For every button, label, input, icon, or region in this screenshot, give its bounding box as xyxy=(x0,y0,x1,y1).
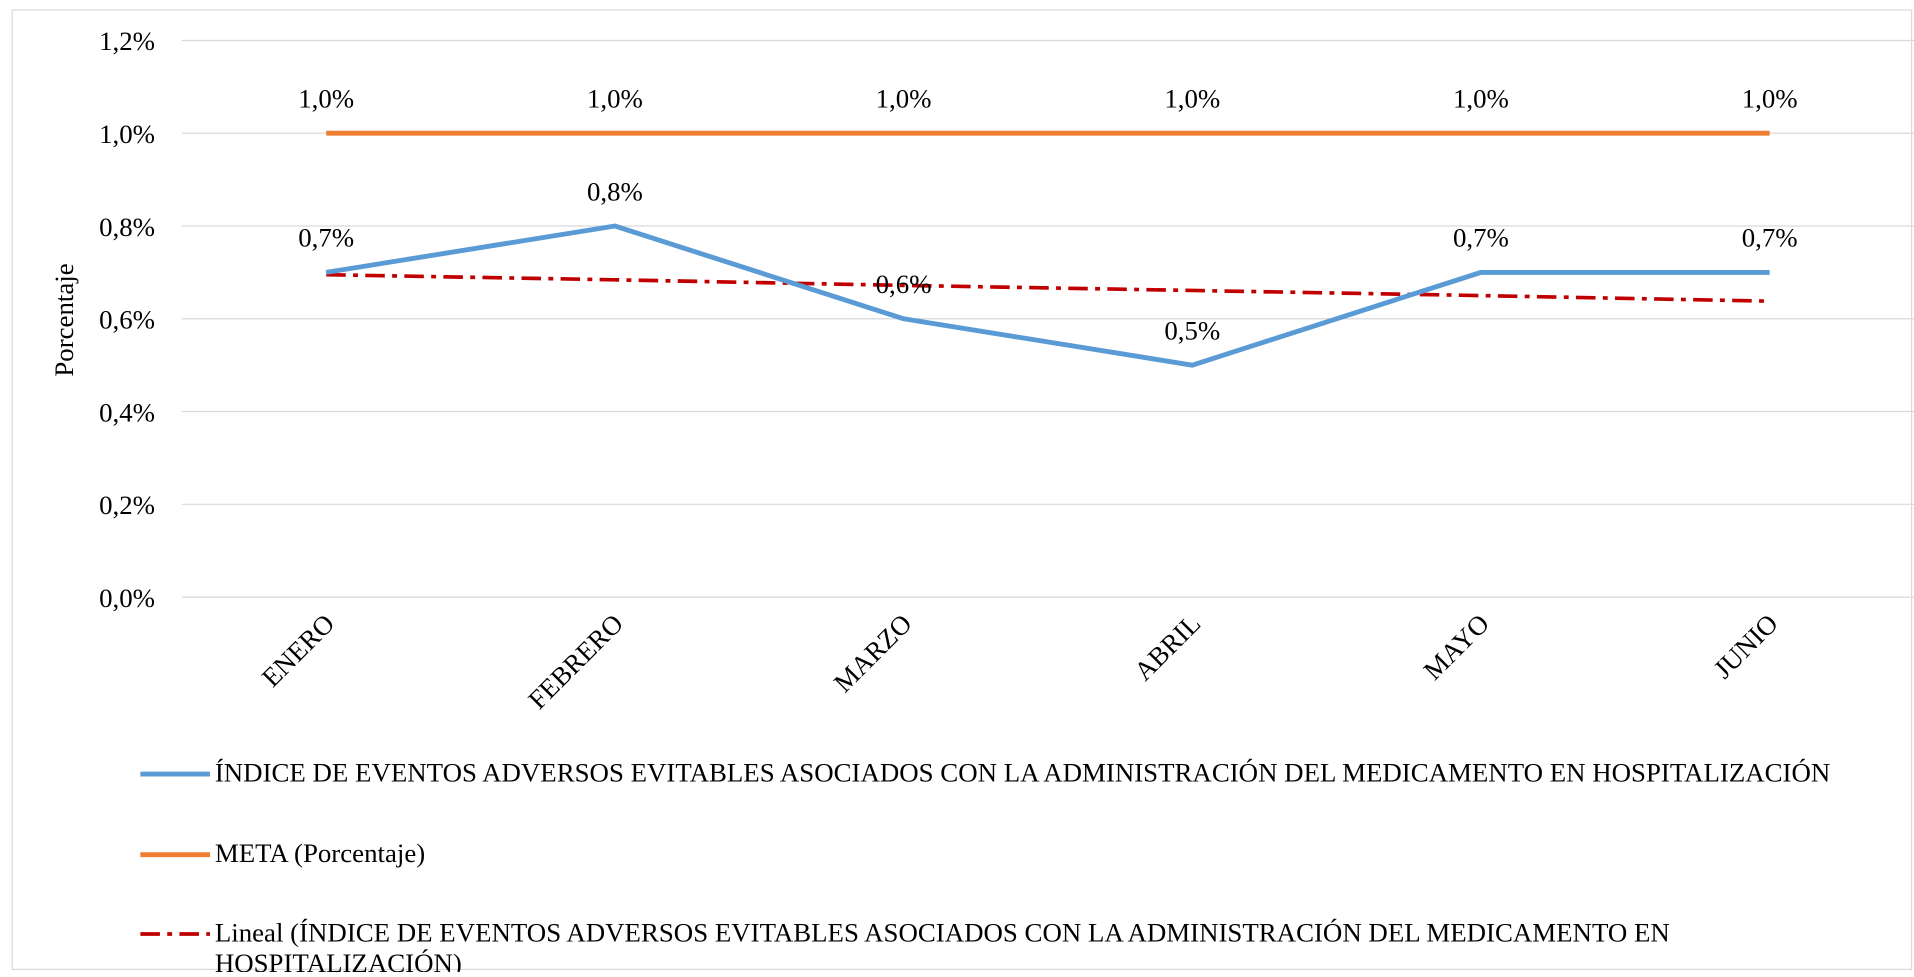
legend-entry: Lineal (ÍNDICE DE EVENTOS ADVERSOS EVITA… xyxy=(214,916,1670,977)
data-label: 0,7% xyxy=(1453,223,1509,253)
data-label: 1,0% xyxy=(876,84,932,114)
data-label: 0,6% xyxy=(876,269,932,299)
legend-label: META (Porcentaje) xyxy=(214,837,426,869)
x-tick-label: FEBRERO xyxy=(522,608,629,715)
legend-entry: META (Porcentaje) xyxy=(214,837,426,869)
data-label: 0,5% xyxy=(1164,316,1220,346)
data-label: 0,7% xyxy=(298,223,354,253)
y-tick-label: 1,2% xyxy=(99,26,155,56)
data-label: 1,0% xyxy=(1453,84,1509,114)
data-label: 0,7% xyxy=(1742,223,1798,253)
x-tick-label: JUNIO xyxy=(1708,608,1784,684)
series-line xyxy=(326,272,1770,303)
x-tick-label: MAYO xyxy=(1418,608,1495,685)
legend-label: Lineal (ÍNDICE DE EVENTOS ADVERSOS EVITA… xyxy=(214,916,1670,977)
chart-border xyxy=(11,9,1913,970)
y-tick-label: 0,0% xyxy=(99,583,155,613)
y-axis-label: Porcentaje xyxy=(49,263,79,376)
x-tick-label: MARZO xyxy=(828,608,918,698)
y-tick-label: 1,0% xyxy=(99,119,155,149)
legend-label: ÍNDICE DE EVENTOS ADVERSOS EVITABLES ASO… xyxy=(214,756,1831,788)
data-label: 0,8% xyxy=(587,176,643,206)
series-line xyxy=(325,223,1770,368)
data-label: 1,0% xyxy=(1742,84,1798,114)
data-label: 1,0% xyxy=(1164,84,1220,114)
y-tick-label: 0,6% xyxy=(99,305,155,335)
y-tick-label: 0,2% xyxy=(99,490,155,520)
data-label: 1,0% xyxy=(298,84,354,114)
y-tick-label: 0,8% xyxy=(99,212,155,242)
legend-entry: ÍNDICE DE EVENTOS ADVERSOS EVITABLES ASO… xyxy=(214,756,1831,788)
x-tick-label: ABRIL xyxy=(1128,608,1206,686)
data-label: 1,0% xyxy=(587,84,643,114)
x-tick-label: ENERO xyxy=(256,608,340,692)
y-tick-label: 0,4% xyxy=(99,397,155,427)
